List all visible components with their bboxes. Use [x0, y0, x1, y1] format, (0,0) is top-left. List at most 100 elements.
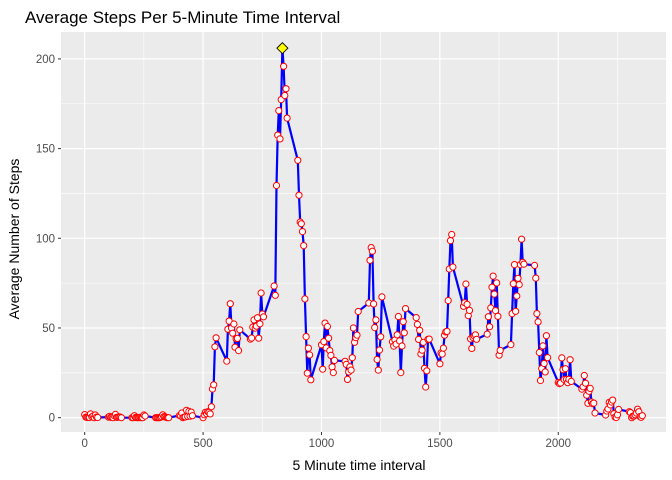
data-point: [400, 329, 408, 337]
data-point: [375, 346, 384, 354]
data-point: [638, 412, 646, 420]
data-point: [165, 414, 173, 422]
data-point: [272, 181, 281, 190]
data-point: [509, 280, 517, 288]
data-point: [302, 333, 310, 341]
data-point: [534, 318, 542, 326]
data-point: [329, 369, 337, 377]
data-point: [397, 369, 405, 377]
data-point: [532, 274, 540, 282]
data-point: [443, 327, 451, 335]
data-point: [465, 306, 474, 314]
data-point: [281, 91, 289, 100]
data-point: [210, 381, 218, 389]
data-point: [446, 237, 455, 245]
data-point: [248, 334, 256, 342]
data-point: [393, 331, 401, 339]
x-tick-label: 500: [193, 438, 212, 450]
data-point: [494, 312, 502, 320]
data-point: [94, 413, 102, 422]
y-tick-label: 0: [49, 413, 55, 425]
data-point: [496, 346, 504, 354]
data-point: [117, 414, 126, 422]
data-point: [374, 366, 382, 374]
data-point: [319, 365, 327, 373]
data-point: [507, 341, 515, 349]
data-point: [541, 368, 549, 376]
data-point: [544, 354, 552, 362]
y-tick-label: 150: [36, 144, 55, 156]
data-point: [300, 242, 308, 250]
data-point: [510, 261, 519, 269]
data-point: [188, 412, 196, 420]
data-point: [539, 342, 547, 350]
data-point: [256, 320, 264, 328]
data-point: [423, 367, 431, 375]
data-point: [223, 357, 231, 365]
data-points: [81, 42, 646, 422]
x-axis-label: 5 Minute time interval: [292, 457, 425, 473]
data-point: [320, 338, 328, 346]
data-point: [207, 403, 215, 411]
data-point: [581, 379, 590, 387]
data-point: [462, 280, 470, 288]
y-tick-label: 200: [36, 54, 55, 66]
data-point: [373, 355, 381, 364]
data-point: [371, 324, 379, 332]
plot-panel: [61, 32, 666, 432]
data-point: [325, 334, 333, 342]
data-point: [303, 369, 311, 377]
data-point: [233, 334, 241, 342]
data-point: [486, 323, 494, 331]
data-point: [212, 334, 220, 342]
data-point: [349, 324, 357, 332]
y-tick-label: 100: [36, 233, 55, 245]
data-point: [323, 322, 331, 331]
x-tick-label: 1000: [309, 438, 335, 450]
data-point: [211, 343, 219, 351]
data-point: [280, 62, 288, 70]
data-point: [580, 371, 588, 380]
data-point: [398, 342, 406, 350]
data-point: [473, 335, 481, 343]
data-point: [327, 351, 335, 359]
data-point: [615, 405, 623, 413]
data-point: [394, 312, 402, 321]
data-point: [425, 335, 433, 343]
data-point: [439, 344, 447, 352]
data-point: [343, 375, 352, 383]
data-point: [533, 310, 541, 318]
data-point: [540, 359, 548, 368]
data-point: [561, 365, 570, 373]
data-point: [230, 320, 238, 328]
data-point: [306, 351, 314, 359]
data-point: [236, 326, 244, 334]
data-point: [536, 376, 545, 385]
data-point: [294, 156, 302, 164]
data-point: [483, 330, 491, 338]
minor-gridlines: [61, 32, 666, 432]
data-point: [490, 290, 498, 298]
data-point: [520, 260, 528, 268]
data-point: [368, 247, 376, 255]
data-point: [366, 256, 374, 264]
data-point: [513, 292, 521, 300]
y-axis-label: Average Number of Steps: [6, 159, 22, 320]
data-point: [436, 360, 444, 368]
data-point: [348, 354, 356, 362]
data-point: [484, 313, 492, 321]
data-point: [229, 329, 237, 337]
data-point: [297, 220, 305, 228]
data-point: [259, 313, 268, 321]
data-point: [226, 300, 234, 308]
data-point: [558, 354, 566, 362]
data-point: [515, 281, 523, 289]
data-point: [468, 344, 476, 352]
data-point: [283, 114, 291, 122]
data-point: [141, 412, 149, 420]
y-tick-label: 50: [42, 323, 55, 335]
chart-title: Average Steps Per 5-Minute Time Interval: [25, 8, 340, 27]
data-point: [591, 409, 599, 417]
data-point: [422, 383, 430, 391]
